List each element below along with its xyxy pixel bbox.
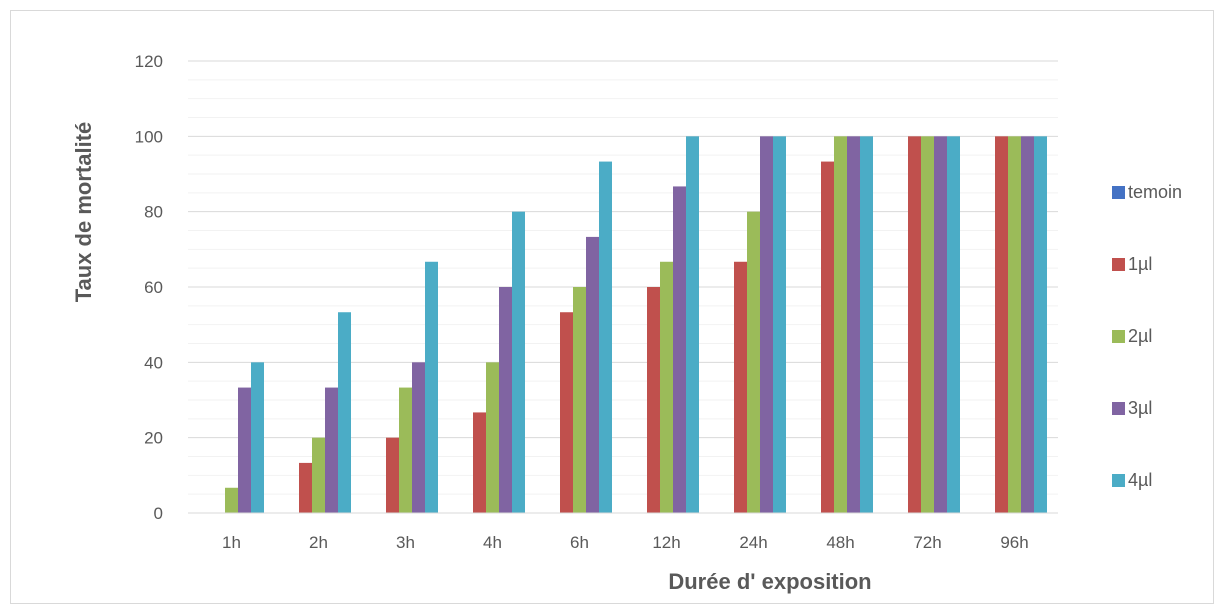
bar xyxy=(673,186,686,513)
bar xyxy=(734,261,747,513)
y-axis-title: Taux de mortalité xyxy=(71,122,96,303)
y-axis-ticks: 0 20 40 60 80 100 120 xyxy=(135,52,163,523)
bar xyxy=(847,136,860,514)
legend-item: 3µl xyxy=(1112,398,1152,418)
bar xyxy=(747,211,760,513)
bar xyxy=(399,387,412,513)
bar xyxy=(386,437,399,513)
bar xyxy=(338,312,351,513)
x-tick-label: 24h xyxy=(739,533,767,552)
legend-item: 1µl xyxy=(1112,254,1152,274)
legend: temoin 1µl 2µl 3µl 4µl xyxy=(1112,182,1182,490)
x-tick-label: 3h xyxy=(396,533,415,552)
bar xyxy=(995,136,1008,514)
bar xyxy=(412,362,425,513)
y-tick-label: 20 xyxy=(144,429,163,448)
bar xyxy=(573,287,586,513)
legend-item: 4µl xyxy=(1112,470,1152,490)
y-tick-label: 40 xyxy=(144,353,163,372)
bar xyxy=(760,136,773,514)
bar xyxy=(499,287,512,513)
bar xyxy=(834,136,847,514)
bar xyxy=(473,412,486,513)
x-tick-label: 48h xyxy=(826,533,854,552)
x-tick-label: 2h xyxy=(309,533,328,552)
bar xyxy=(238,387,251,513)
y-tick-label: 80 xyxy=(144,203,163,222)
legend-swatch xyxy=(1112,402,1125,415)
x-axis-ticks: 1h 2h 3h 4h 6h 12h 24h 48h 72h 96h xyxy=(222,533,1029,552)
bar xyxy=(821,161,834,513)
legend-item: 2µl xyxy=(1112,326,1152,346)
bar xyxy=(773,136,786,514)
bar xyxy=(647,287,660,513)
bar xyxy=(299,462,312,513)
legend-label: 4µl xyxy=(1128,470,1152,490)
legend-swatch xyxy=(1112,474,1125,487)
bar xyxy=(586,236,599,514)
x-tick-label: 4h xyxy=(483,533,502,552)
x-tick-label: 1h xyxy=(222,533,241,552)
x-tick-label: 12h xyxy=(652,533,680,552)
bar xyxy=(947,136,960,514)
y-tick-label: 120 xyxy=(135,52,163,71)
legend-label: 1µl xyxy=(1128,254,1152,274)
legend-label: temoin xyxy=(1128,182,1182,202)
bar xyxy=(1021,136,1034,514)
bar xyxy=(921,136,934,514)
legend-label: 3µl xyxy=(1128,398,1152,418)
bars xyxy=(225,136,1047,514)
bar xyxy=(1034,136,1047,514)
bar xyxy=(425,261,438,513)
bar xyxy=(512,211,525,513)
x-tick-label: 72h xyxy=(913,533,941,552)
bar xyxy=(225,487,238,513)
bar xyxy=(1008,136,1021,514)
bar xyxy=(934,136,947,514)
bar xyxy=(486,362,499,513)
legend-label: 2µl xyxy=(1128,326,1152,346)
x-axis-title: Durée d' exposition xyxy=(668,569,871,594)
bar xyxy=(325,387,338,513)
bar xyxy=(908,136,921,514)
bar xyxy=(599,161,612,513)
legend-item: temoin xyxy=(1112,182,1182,202)
y-tick-label: 60 xyxy=(144,278,163,297)
bar xyxy=(312,437,325,513)
legend-swatch xyxy=(1112,186,1125,199)
legend-swatch xyxy=(1112,330,1125,343)
bar xyxy=(660,261,673,513)
bar xyxy=(560,312,573,513)
y-tick-label: 100 xyxy=(135,127,163,146)
x-tick-label: 96h xyxy=(1000,533,1028,552)
y-tick-label: 0 xyxy=(154,504,163,523)
bar xyxy=(860,136,873,514)
legend-swatch xyxy=(1112,258,1125,271)
bar xyxy=(686,136,699,514)
bar xyxy=(251,362,264,513)
x-tick-label: 6h xyxy=(570,533,589,552)
